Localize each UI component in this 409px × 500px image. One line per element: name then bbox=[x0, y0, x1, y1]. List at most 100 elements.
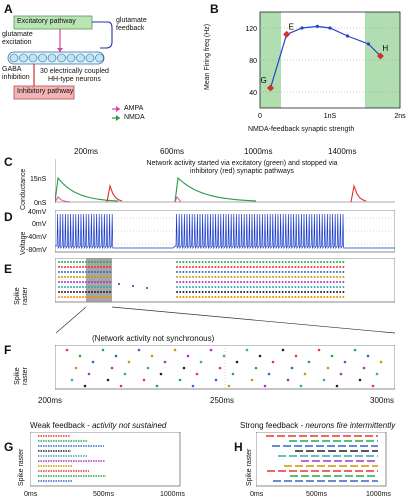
raster-spike bbox=[336, 296, 338, 298]
raster-spike bbox=[117, 282, 121, 286]
raster-spike bbox=[240, 261, 242, 263]
raster-spike bbox=[198, 281, 201, 283]
raster-spike bbox=[97, 286, 99, 288]
raster-spike bbox=[208, 271, 210, 273]
raster-spike bbox=[304, 296, 306, 298]
raster-spike bbox=[185, 291, 188, 293]
raster-spike bbox=[227, 281, 230, 283]
g-tick-500: 500ms bbox=[93, 491, 115, 498]
raster-spike bbox=[192, 261, 194, 263]
raster-spike bbox=[230, 281, 233, 283]
raster-spike bbox=[265, 291, 268, 293]
raster-spike bbox=[246, 296, 249, 298]
glutamate-excitation-label: glutamate excitation bbox=[2, 31, 33, 46]
shaded-region-1 bbox=[365, 12, 400, 108]
raster-spike bbox=[329, 296, 332, 298]
raster-spike bbox=[91, 286, 93, 288]
panel-h-letter: H bbox=[234, 440, 243, 454]
raster-spike bbox=[265, 281, 268, 283]
raster-spike bbox=[240, 281, 242, 283]
raster-spike bbox=[85, 266, 87, 268]
raster-spike bbox=[198, 286, 201, 288]
raster-spike bbox=[70, 296, 72, 298]
raster-spike bbox=[272, 296, 274, 298]
raster-spike bbox=[329, 261, 332, 263]
raster-spike bbox=[281, 286, 284, 288]
raster-spike bbox=[109, 266, 111, 268]
raster-spike bbox=[204, 276, 207, 278]
raster-spike bbox=[259, 281, 262, 283]
raster-spike bbox=[88, 296, 90, 298]
raster-spike bbox=[211, 281, 214, 283]
raster-spike bbox=[227, 276, 230, 278]
raster-spike bbox=[294, 286, 297, 288]
raster-spike bbox=[94, 266, 96, 268]
raster-spike bbox=[256, 296, 258, 298]
raster-spike bbox=[243, 271, 246, 273]
raster-spike bbox=[185, 281, 188, 283]
raster-spike bbox=[256, 276, 258, 278]
raster-spike bbox=[246, 261, 249, 263]
panel-c-annotation: Network activity started via excitatory … bbox=[146, 160, 338, 175]
raster-spike bbox=[272, 276, 274, 278]
raster-spike bbox=[265, 286, 268, 288]
raster-spike bbox=[291, 261, 294, 263]
raster-spike bbox=[288, 276, 290, 278]
raster-spike bbox=[67, 291, 69, 293]
raster-spike bbox=[204, 271, 207, 273]
h-tick-1000: 1000ms bbox=[366, 491, 391, 498]
legend-nmda-label: NMDA bbox=[124, 114, 145, 121]
raster-spike bbox=[204, 291, 207, 293]
zoom-spike bbox=[281, 348, 285, 352]
raster-spike bbox=[320, 276, 322, 278]
raster-spike bbox=[332, 281, 335, 283]
panel-a-letter: A bbox=[4, 2, 13, 16]
raster-spike bbox=[259, 291, 262, 293]
raster-spike bbox=[188, 296, 191, 298]
raster-spike bbox=[320, 266, 322, 268]
raster-spike bbox=[179, 291, 182, 293]
raster-spike bbox=[297, 271, 300, 273]
neuron-4 bbox=[47, 53, 57, 63]
raster-spike bbox=[252, 296, 255, 298]
raster-spike bbox=[259, 271, 262, 273]
raster-spike bbox=[179, 266, 182, 268]
raster-spike bbox=[88, 261, 90, 263]
raster-spike bbox=[243, 281, 246, 283]
raster-spike bbox=[195, 276, 198, 278]
zoom-spike bbox=[70, 378, 74, 382]
zoom-spike bbox=[245, 348, 249, 352]
b-xtick: 0 bbox=[258, 113, 262, 120]
raster-spike bbox=[182, 286, 185, 288]
raster-spike bbox=[76, 286, 78, 288]
raster-spike bbox=[300, 271, 303, 273]
raster-spike bbox=[76, 276, 78, 278]
spike-raster-strong bbox=[256, 432, 387, 487]
raster-spike bbox=[233, 271, 236, 273]
b-point bbox=[366, 42, 371, 46]
raster-spike bbox=[316, 286, 319, 288]
raster-frame bbox=[30, 432, 181, 487]
raster-spike bbox=[304, 286, 306, 288]
b-point bbox=[345, 34, 350, 38]
raster-spike bbox=[192, 291, 194, 293]
raster-spike bbox=[332, 291, 335, 293]
raster-spike bbox=[256, 291, 258, 293]
raster-spike bbox=[220, 271, 223, 273]
raster-spike bbox=[100, 296, 102, 298]
raster-spike bbox=[58, 276, 60, 278]
raster-spike bbox=[320, 296, 322, 298]
raster-spike bbox=[100, 281, 102, 283]
zoom-spike bbox=[362, 366, 366, 370]
raster-spike bbox=[288, 266, 290, 268]
raster-spike bbox=[94, 281, 96, 283]
raster-spike bbox=[70, 271, 72, 273]
raster-spike bbox=[208, 291, 210, 293]
d-ytick-m80: -80mV bbox=[26, 247, 47, 254]
raster-spike bbox=[252, 261, 255, 263]
b-point-label: E bbox=[289, 22, 294, 31]
raster-spike bbox=[249, 276, 252, 278]
raster-spike bbox=[109, 291, 111, 293]
raster-spike bbox=[339, 266, 342, 268]
raster-spike bbox=[79, 271, 81, 273]
